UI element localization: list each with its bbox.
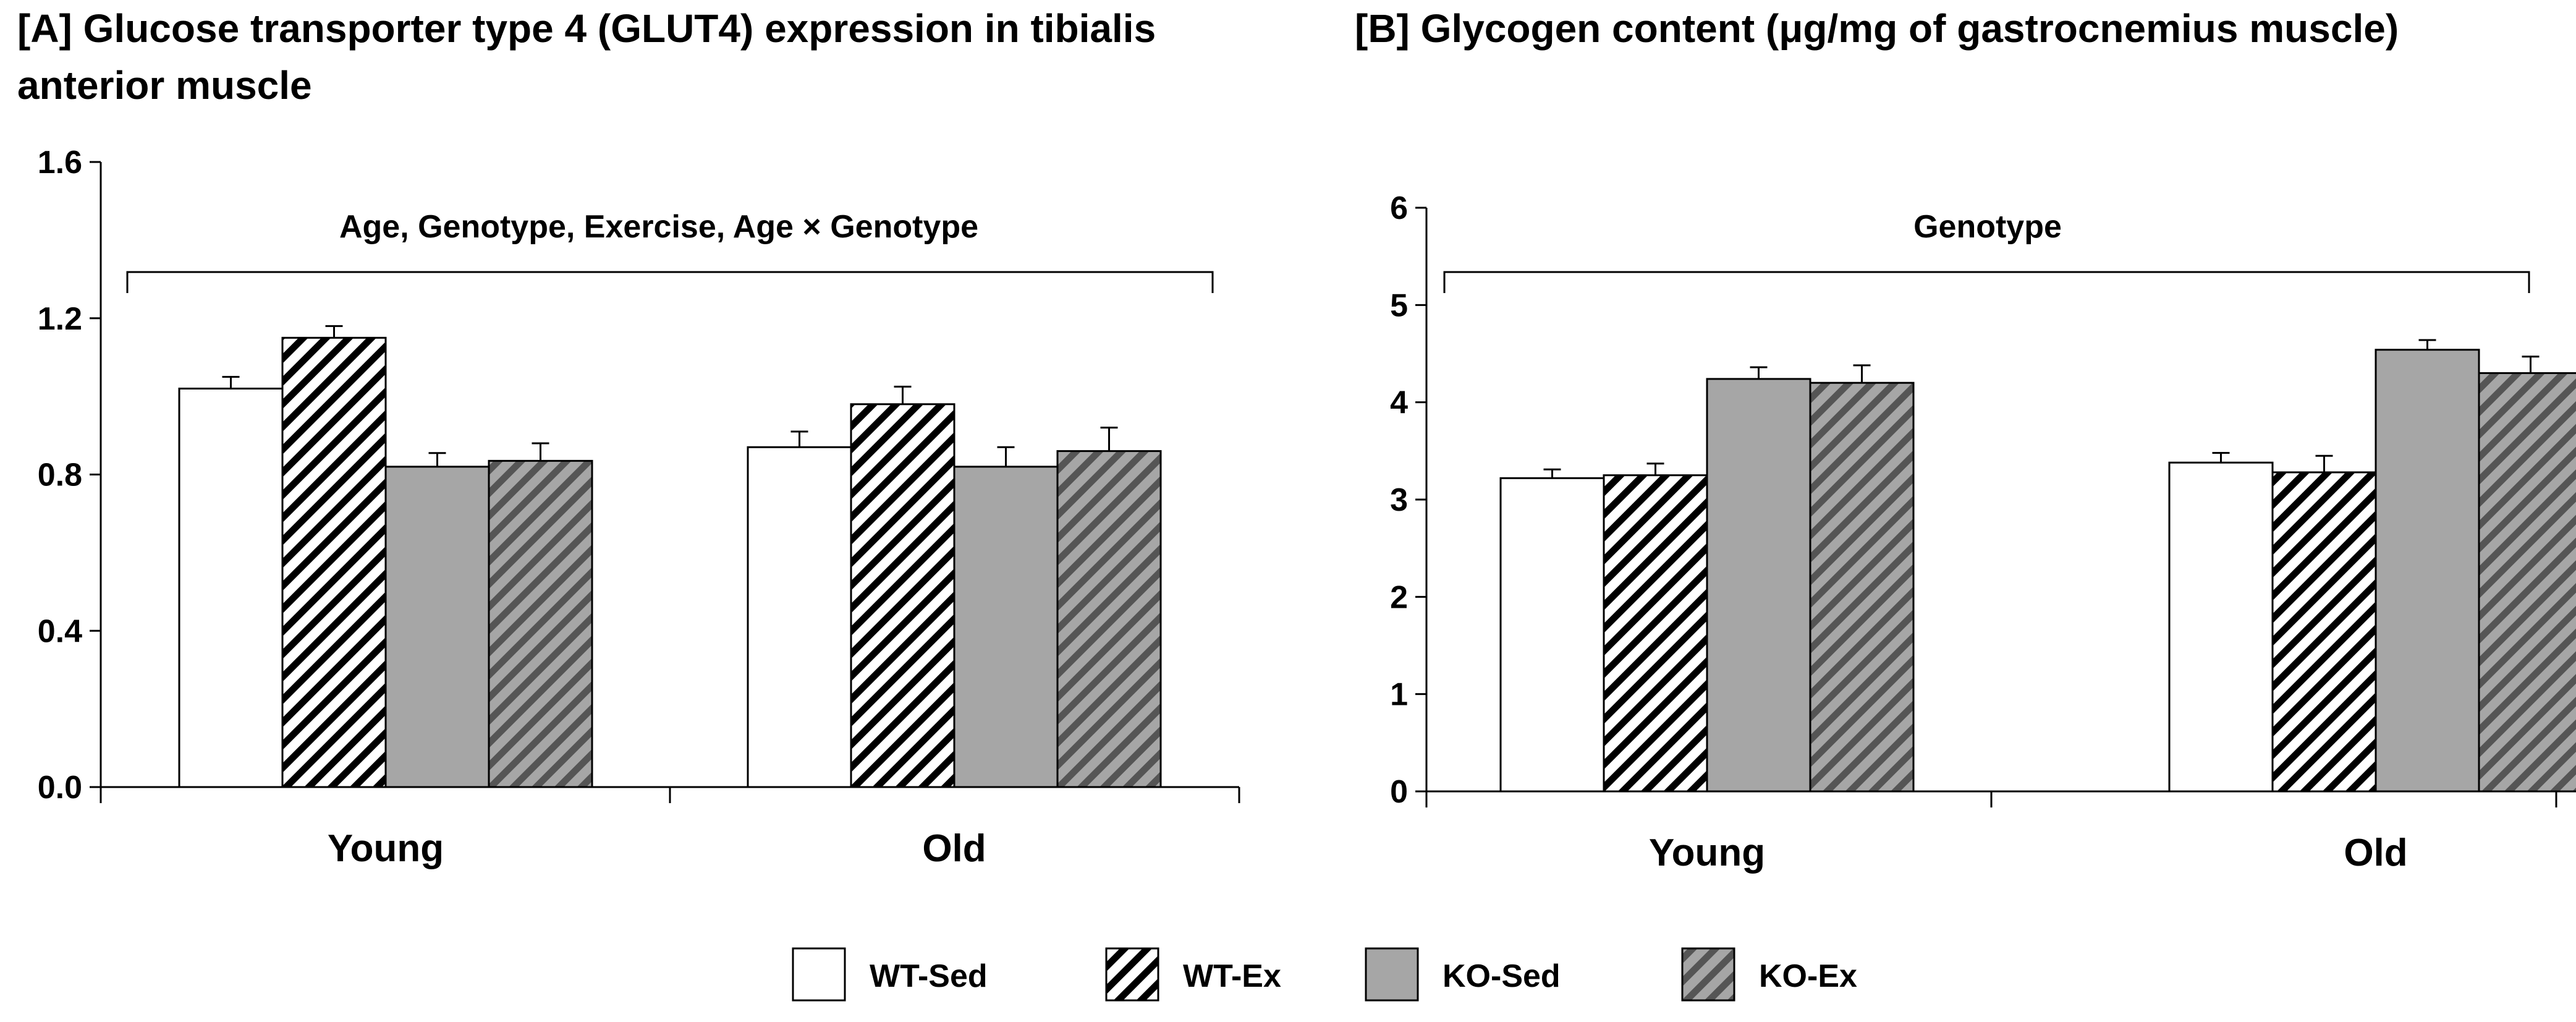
legend-label-wt-sed: WT-Sed (870, 958, 988, 994)
panel-b-y-tick-label: 1 (1390, 677, 1408, 713)
panel-a-bar-ko-ex-old (1056, 450, 1162, 788)
panel-b-plot: 0 1 2 3 4 5 6 Genotype Young Old (1390, 190, 2576, 874)
panel-b-y-tick-label: 0 (1390, 774, 1408, 810)
panel-a-bar-wt-ex-old (850, 403, 955, 788)
panel-b-bar-ko-ex-young (1809, 381, 1915, 793)
panel-b-y-tick-label: 5 (1390, 287, 1408, 323)
panel-a-bar-wt-ex-young (281, 336, 387, 788)
panel-a-y-tick-label: 0.4 (38, 613, 82, 649)
panel-a-bar-ko-sed-young (384, 466, 490, 788)
panel-b-bar-wt-ex-young (1603, 474, 1708, 793)
panel-a-bar-wt-sed-young (178, 387, 284, 788)
legend-label-ko-sed: KO-Sed (1443, 958, 1561, 994)
panel-b-bar-wt-ex-old (2271, 471, 2377, 793)
panel-a-title-line-1: [A] Glucose transporter type 4 (GLUT4) e… (17, 6, 1156, 51)
panel-b-annotation: Genotype (1913, 209, 2062, 245)
panel-b-y-tick-label: 6 (1390, 190, 1408, 226)
legend: WT-Sed WT-Ex KO-Sed KO-Ex (792, 947, 1857, 1002)
legend-label-ko-ex: KO-Ex (1759, 958, 1857, 994)
panel-b-y-tick-label: 4 (1390, 385, 1408, 421)
panel-a-bar-ko-ex-young (488, 459, 593, 788)
panel-a-category-label: Old (922, 827, 986, 870)
panel-b-bar-wt-sed-young (1499, 477, 1605, 793)
panel-b: [B] Glycogen content (μg/mg of gastrocne… (1355, 6, 2576, 874)
panel-a-significance-bracket (126, 271, 1214, 293)
panel-a-category-label: Young (328, 827, 444, 870)
panel-b-bar-ko-sed-young (1706, 378, 1811, 793)
panel-b-y-tick-label: 3 (1390, 482, 1408, 518)
panel-a-y-tick-label: 0.8 (38, 458, 82, 493)
panel-a-y-tick-label: 0.0 (38, 770, 82, 806)
panel-a-bar-wt-sed-old (747, 446, 852, 788)
legend-swatch-ko-sed (1365, 947, 1419, 1002)
panel-a-annotation: Age, Genotype, Exercise, Age × Genotype (339, 209, 978, 245)
legend-label-wt-ex: WT-Ex (1183, 958, 1281, 994)
legend-swatch-wt-sed (792, 947, 846, 1002)
panel-a-y-tick-label: 1.2 (38, 301, 82, 337)
legend-swatch-wt-ex (1105, 947, 1159, 1002)
panel-b-bar-ko-ex-old (2478, 372, 2576, 793)
panel-b-category-label: Young (1649, 832, 1765, 874)
panel-b-title: [B] Glycogen content (μg/mg of gastrocne… (1355, 6, 2399, 51)
panel-a-title-line-2: anterior muscle (17, 63, 312, 108)
panel-b-bar-wt-sed-old (2168, 461, 2274, 793)
panel-a-y-tick-label: 1.6 (38, 145, 82, 181)
legend-swatch-ko-ex (1681, 947, 1735, 1002)
panel-b-y-tick-label: 2 (1390, 579, 1408, 615)
panel-a: [A] Glucose transporter type 4 (GLUT4) e… (17, 6, 1240, 870)
panel-a-bar-ko-sed-old (953, 466, 1059, 788)
panel-b-significance-bracket (1443, 271, 2530, 293)
panel-b-bar-ko-sed-old (2375, 349, 2480, 793)
panel-a-plot: 0.0 0.4 0.8 1.2 1.6 Age, Genotype, Exercise, … (38, 145, 1240, 870)
panel-b-category-label: Old (2344, 832, 2407, 874)
